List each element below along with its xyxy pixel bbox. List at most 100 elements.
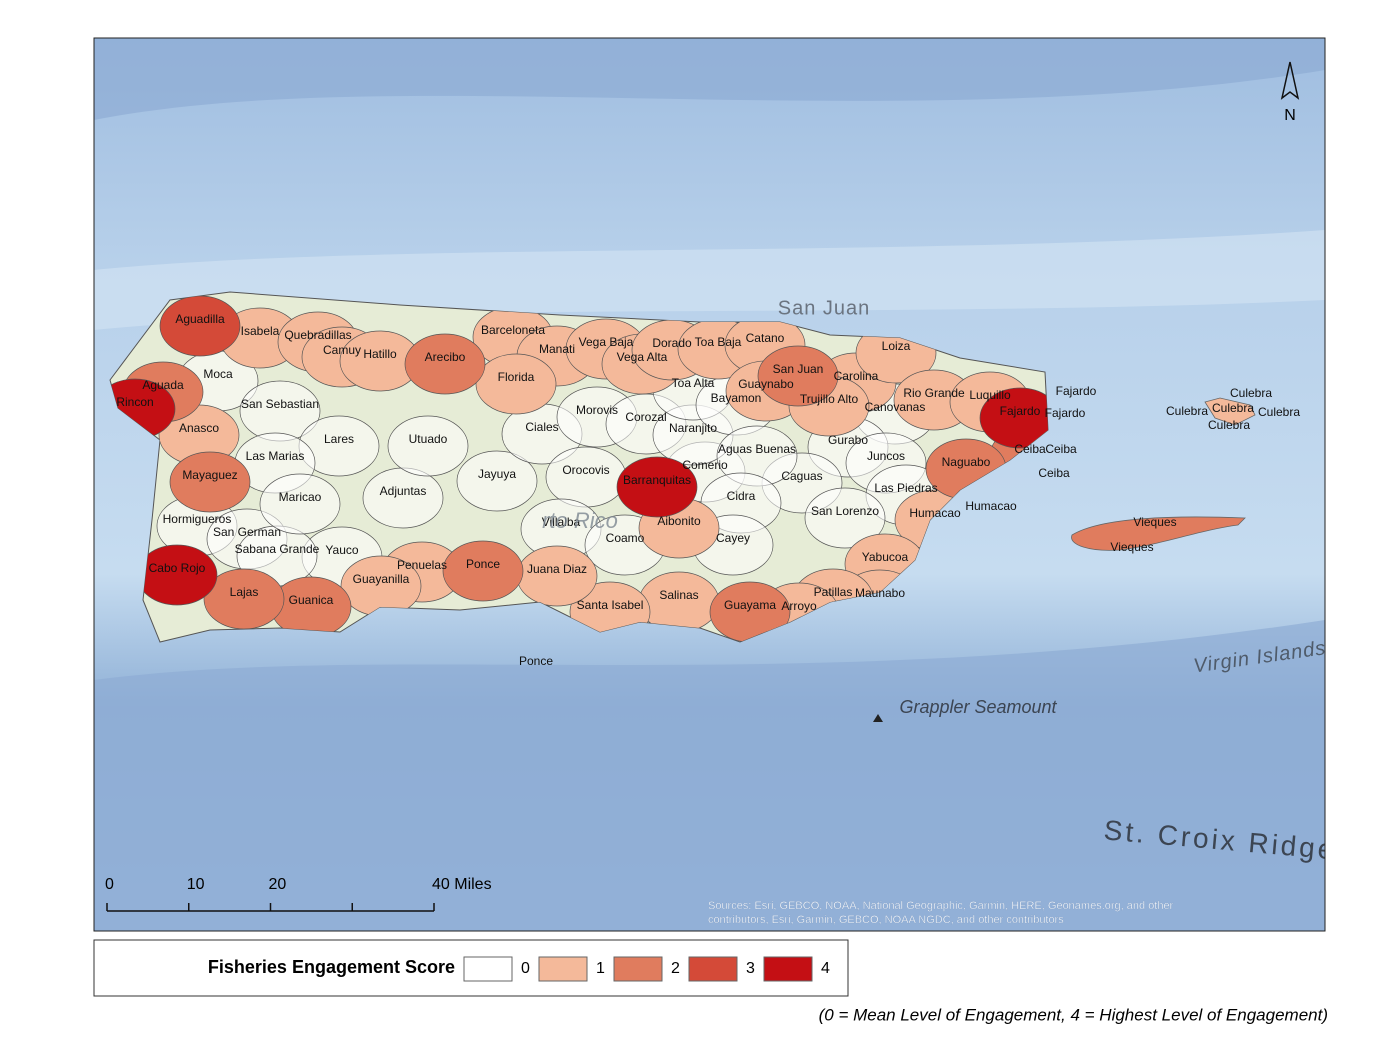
legend-swatch (688, 956, 738, 982)
municipality-label: Guayama (724, 598, 776, 612)
municipality-label: Caguas (781, 469, 822, 483)
place-label: Vieques (1110, 540, 1153, 554)
municipality (475, 353, 557, 415)
scale-tick-label: 40 Miles (432, 876, 492, 893)
municipality-label: Gurabo (828, 433, 868, 447)
municipality-label: Ceiba (1014, 442, 1046, 456)
municipality-label: Rio Grande (903, 386, 965, 400)
municipality-label: Aguadilla (175, 312, 225, 326)
municipality-label: Coamo (606, 531, 645, 545)
municipality-label: Guaynabo (738, 377, 794, 391)
scale-tick-label: 10 (187, 876, 205, 893)
municipality-label: Jayuya (478, 467, 516, 481)
municipality-label: Vega Baja (579, 335, 634, 349)
municipality-label: Vieques (1133, 515, 1176, 529)
municipality-label: Florida (498, 370, 535, 384)
municipality-label: Aguada (142, 378, 184, 392)
municipality-label: Naguabo (942, 455, 991, 469)
municipality-label: Humacao (909, 506, 961, 520)
place-label: Fajardo (1056, 384, 1097, 398)
map-frame (93, 37, 1326, 932)
municipality-label: Barceloneta (481, 323, 545, 337)
municipality-label: Patillas (814, 585, 853, 599)
municipality-label: Canovanas (865, 400, 926, 414)
note: (0 = Mean Level of Engagement, 4 = Highe… (819, 1005, 1328, 1024)
municipality-label: Santa Isabel (577, 598, 644, 612)
place-label: Culebra (1212, 401, 1254, 415)
deep-water (94, 38, 1325, 120)
municipality-label: Lajas (230, 585, 259, 599)
municipality-label: Bayamon (711, 391, 762, 405)
municipality (1204, 397, 1256, 426)
municipality (259, 473, 341, 535)
place-label: Ceiba (1045, 442, 1077, 456)
municipality (387, 415, 469, 477)
municipality-label: Manati (539, 342, 575, 356)
municipality-label: Naranjito (669, 421, 717, 435)
municipality-label: Loiza (882, 339, 911, 353)
municipality-label: Mayaguez (182, 468, 237, 482)
place-label: Culebra (1258, 405, 1300, 419)
municipality-label: Hormigueros (163, 512, 232, 526)
municipality-label: Yabucoa (862, 550, 909, 564)
municipality-label: Toa Alta (672, 376, 715, 390)
north-label: N (1284, 107, 1296, 124)
municipality-label: Anasco (179, 421, 219, 435)
seamount-marker (873, 714, 883, 722)
legend-label: 2 (671, 960, 680, 977)
municipality-label: Las Piedras (874, 481, 937, 495)
municipality-label: Cidra (727, 489, 756, 503)
municipality-label: San Juan (773, 362, 824, 376)
municipality-label: Arecibo (425, 350, 466, 364)
municipality-label: Guanica (289, 593, 334, 607)
sources: contributors, Esri, Garmin, GEBCO, NOAA … (708, 914, 1064, 926)
municipality-label: Juana Diaz (527, 562, 587, 576)
municipality-label: Utuado (409, 432, 448, 446)
municipality (442, 540, 524, 602)
municipality-label: Guayanilla (353, 572, 410, 586)
municipality-label: Vega Alta (617, 350, 668, 364)
legend-swatch (538, 956, 588, 982)
municipality (616, 456, 698, 518)
legend-swatch (763, 956, 813, 982)
municipality-label: Luquillo (969, 388, 1011, 402)
municipality (404, 333, 486, 395)
municipality (1071, 516, 1246, 551)
municipality (979, 387, 1048, 449)
municipality (203, 568, 285, 630)
legend-swatch (613, 956, 663, 982)
sources: Sources: Esri, GEBCO, NOAA, National Geo… (708, 900, 1174, 912)
scale-tick-label: 0 (105, 876, 114, 893)
municipality-label: Camuy (323, 343, 361, 357)
municipality-label: Culebra (1230, 386, 1272, 400)
municipality-label: Villalba (542, 515, 581, 529)
municipality-label: Ciales (525, 420, 558, 434)
municipality-label: Aibonito (657, 514, 701, 528)
municipality-label: Hatillo (363, 347, 397, 361)
municipality-label: Maunabo (855, 586, 905, 600)
scale-bar: 0 10 20 40 Miles (105, 876, 492, 912)
municipality-label: San German (213, 525, 281, 539)
municipality-label: Fajardo (1000, 404, 1041, 418)
municipality-label: Catano (746, 331, 785, 345)
scale-tick-label: 20 (269, 876, 287, 893)
municipality-label: Ponce (466, 557, 500, 571)
legend-label: 3 (746, 960, 755, 977)
municipality-label: Cabo Rojo (149, 561, 206, 575)
municipality-label: Isabela (241, 324, 280, 338)
legend-title: Fisheries Engagement Score (208, 957, 455, 977)
legend: Fisheries Engagement Score 0 1 2 3 4 (93, 939, 849, 997)
place-label: Ponce (519, 654, 553, 668)
municipality (709, 581, 791, 642)
municipality-label: Corozal (625, 410, 666, 424)
municipality-label: Yauco (325, 543, 358, 557)
legend-label: 4 (821, 960, 830, 977)
municipality-label: Toa Baja (695, 335, 742, 349)
legend-label: 1 (596, 960, 605, 977)
municipality-label: Comerio (682, 458, 728, 472)
municipality (456, 450, 538, 512)
municipality-label: Juncos (867, 449, 905, 463)
municipality-label: Barranquitas (623, 473, 691, 487)
